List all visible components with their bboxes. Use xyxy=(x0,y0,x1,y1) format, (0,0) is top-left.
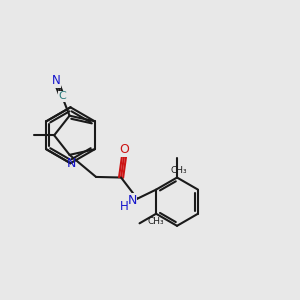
Text: N: N xyxy=(127,194,137,207)
Text: H: H xyxy=(120,200,128,214)
Text: O: O xyxy=(119,143,129,156)
Text: CH₃: CH₃ xyxy=(148,217,164,226)
Text: N: N xyxy=(52,74,61,87)
Text: CH₃: CH₃ xyxy=(170,166,187,175)
Text: C: C xyxy=(58,92,66,101)
Text: N: N xyxy=(66,157,76,169)
